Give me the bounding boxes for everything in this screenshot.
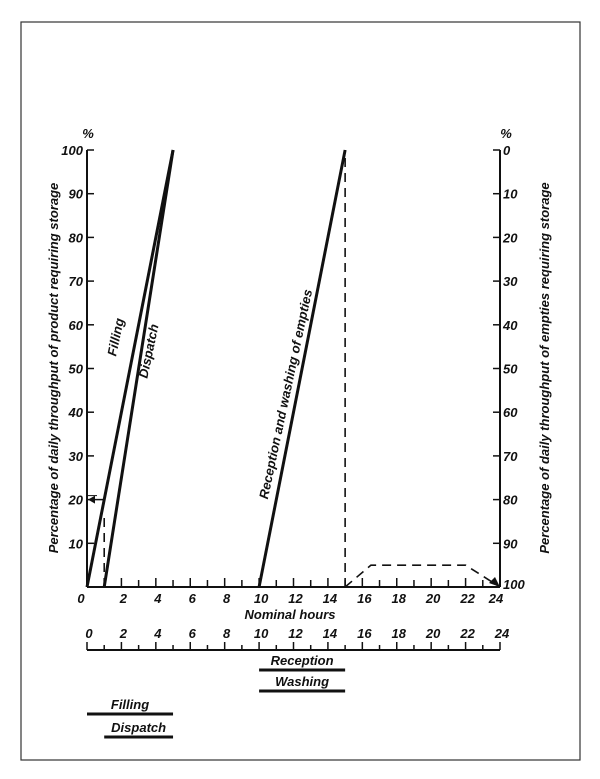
right-unit: % xyxy=(500,126,512,141)
x-tick-label-second-scale: 16 xyxy=(357,626,372,641)
y-tick-label-left: 60 xyxy=(69,318,84,333)
x-tick-label-second-scale: 0 xyxy=(85,626,93,641)
left-unit: % xyxy=(82,126,94,141)
y-tick-label-left: 20 xyxy=(68,493,84,508)
x-tick-label-second-scale: 12 xyxy=(288,626,303,641)
y-tick-label-right: 10 xyxy=(503,187,518,202)
x-tick-label-second-scale: 20 xyxy=(425,626,441,641)
y-tick-label-right: 100 xyxy=(503,577,525,592)
series-line-reception xyxy=(257,149,347,588)
schedule-label-dispatch: Dispatch xyxy=(111,720,166,735)
y-tick-label-left: 50 xyxy=(69,362,84,377)
x-tick-label: 16 xyxy=(357,591,372,606)
x-tick-label: 18 xyxy=(392,591,407,606)
x-tick-label: 22 xyxy=(459,591,475,606)
y-tick-label-right: 80 xyxy=(503,493,518,508)
series-line-filling xyxy=(85,149,175,588)
y-tick-label-right: 50 xyxy=(503,362,518,377)
y-tick-label-left: 40 xyxy=(68,405,84,420)
y-tick-label-right: 70 xyxy=(503,449,518,464)
y-tick-label-left: 90 xyxy=(69,187,84,202)
y-tick-label-right: 30 xyxy=(503,274,518,289)
x-tick-label: 6 xyxy=(189,591,197,606)
series-label-dispatch: Dispatch xyxy=(136,323,162,380)
y-tick-label-left: 10 xyxy=(69,536,84,551)
x-axis-label: Nominal hours xyxy=(244,607,335,622)
x-tick-label-second-scale: 4 xyxy=(153,626,162,641)
x-tick-label-second-scale: 2 xyxy=(119,626,128,641)
y-tick-label-right: 20 xyxy=(502,230,518,245)
series-label-reception: Reception and washing of empties xyxy=(256,288,315,500)
x-tick-label-second-scale: 14 xyxy=(323,626,338,641)
schedule-label-washing: Washing xyxy=(275,674,329,689)
y-axis-label-left: Percentage of daily throughput of produc… xyxy=(46,183,61,554)
x-tick-label-second-scale: 18 xyxy=(392,626,407,641)
x-tick-label: 20 xyxy=(425,591,441,606)
x-tick-label-second-scale: 6 xyxy=(189,626,197,641)
series-line-dispatch xyxy=(102,149,175,588)
arrowhead-icon xyxy=(489,577,500,587)
y-tick-label-left: 80 xyxy=(69,230,84,245)
x-tick-label-second-scale: 8 xyxy=(223,626,231,641)
x-tick-label-second-scale: 24 xyxy=(494,626,510,641)
y-tick-label-right: 60 xyxy=(503,405,518,420)
schedule-label-reception: Reception xyxy=(271,653,334,668)
x-tick-label: 4 xyxy=(153,591,162,606)
y-tick-label-left: 70 xyxy=(69,274,84,289)
y-tick-label-right: 90 xyxy=(503,536,518,551)
y-axis-label-right: Percentage of daily throughput of emptie… xyxy=(537,182,552,553)
x-tick-label: 8 xyxy=(223,591,231,606)
y-tick-label-left: 30 xyxy=(69,449,84,464)
y-tick-label-right: 0 xyxy=(503,143,511,158)
schedule-label-filling: Filling xyxy=(111,697,149,712)
x-tick-label: 0 xyxy=(77,591,85,606)
x-tick-label: 10 xyxy=(254,591,269,606)
y-tick-label-right: 40 xyxy=(502,318,518,333)
x-tick-label: 14 xyxy=(323,591,338,606)
dashed-line-4 xyxy=(344,564,501,588)
x-tick-label-second-scale: 10 xyxy=(254,626,269,641)
arrow-left-icon xyxy=(88,495,95,504)
x-tick-label-second-scale: 22 xyxy=(459,626,475,641)
x-tick-label: 2 xyxy=(119,591,128,606)
series-label-filling: Filling xyxy=(104,317,127,358)
x-tick-label: 12 xyxy=(288,591,303,606)
x-tick-label: 24 xyxy=(488,591,504,606)
frame-border xyxy=(20,21,581,761)
y-tick-label-left: 100 xyxy=(61,143,83,158)
